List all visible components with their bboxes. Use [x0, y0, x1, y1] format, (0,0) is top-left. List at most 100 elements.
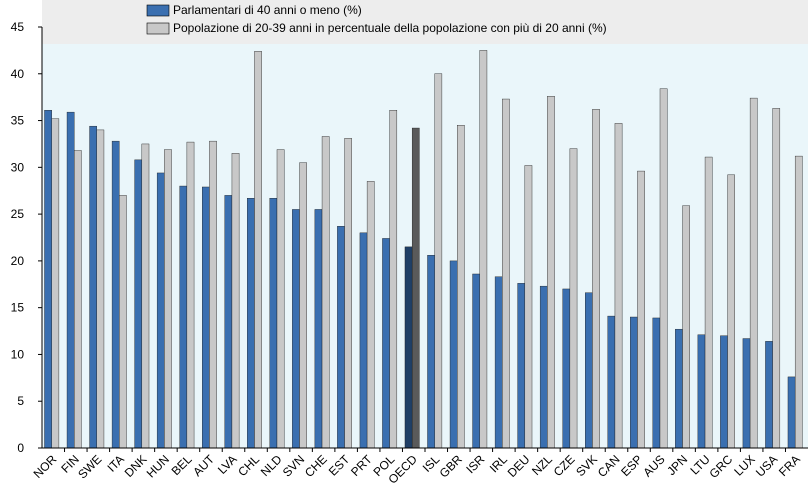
- bar-fra-series-1: [787, 376, 796, 449]
- x-tick-label: CAN: [595, 452, 623, 480]
- x-tick-label: JPN: [664, 452, 690, 478]
- bar-grc-series-2: [727, 174, 735, 449]
- x-tick-label: NOR: [31, 452, 60, 481]
- x-tick-label: GRC: [707, 452, 736, 481]
- bar-aus-series-1: [652, 317, 661, 449]
- bar-isl-series-1: [427, 255, 435, 449]
- bar-nor-series-2: [51, 118, 60, 449]
- bar-fin-series-2: [74, 150, 82, 449]
- bar-svk-series-1: [585, 292, 593, 449]
- y-tick-label: 5: [17, 394, 24, 408]
- bar-jpn-series-2: [682, 205, 690, 449]
- x-tick-label: LVA: [215, 452, 240, 477]
- bar-grc-series-1: [720, 335, 728, 449]
- bar-hun-series-2: [164, 149, 172, 449]
- bar-can-series-1: [607, 315, 616, 449]
- bar-bel-series-2: [186, 141, 195, 449]
- bar-oecd-series-2: [411, 127, 420, 449]
- bar-svn-series-2: [299, 162, 307, 449]
- legend-swatch-series-1: [146, 4, 170, 17]
- y-axis: 0 5 10 15 20 25 30 35 40 45: [11, 20, 43, 455]
- x-tick-label: ESP: [618, 452, 645, 479]
- legend-band: [42, 0, 808, 44]
- x-tick-label: CHL: [235, 452, 262, 479]
- bar-lux-series-2: [749, 97, 758, 449]
- bar-nor-series-1: [44, 110, 52, 449]
- bar-gbr-series-1: [449, 260, 458, 449]
- bar-swe-series-2: [96, 129, 105, 449]
- bar-lva-series-1: [224, 195, 233, 449]
- x-tick-label: PRT: [348, 452, 375, 479]
- bar-esp-series-2: [637, 170, 645, 449]
- bar-irl-series-1: [494, 276, 503, 449]
- bar-isl-series-2: [434, 73, 443, 449]
- legend-swatch-series-2: [146, 22, 170, 35]
- x-tick-label: EST: [326, 452, 353, 479]
- bar-pol-series-2: [389, 110, 398, 449]
- y-tick-label: 45: [11, 20, 25, 34]
- x-tick-label: NLD: [258, 452, 285, 479]
- x-tick-label: GBR: [437, 452, 466, 481]
- bar-prt-series-1: [359, 232, 368, 449]
- bar-dnk-series-1: [134, 159, 143, 449]
- bar-nld-series-1: [269, 198, 278, 449]
- x-tick-label: SVK: [573, 452, 600, 479]
- x-tick-label: AUT: [190, 452, 217, 479]
- x-tick-label: DEU: [505, 452, 533, 480]
- legend: Parlamentari di 40 anni o meno (%) Popol…: [146, 3, 607, 35]
- x-tick-label: FRA: [776, 452, 803, 479]
- bar-svn-series-1: [292, 209, 300, 449]
- bar-pol-series-1: [382, 238, 390, 449]
- y-tick-label: 30: [11, 160, 25, 174]
- bar-nld-series-2: [276, 149, 285, 449]
- bar-fra-series-2: [794, 155, 803, 449]
- bar-chl-series-2: [254, 51, 262, 449]
- y-tick-label: 15: [11, 301, 25, 315]
- bar-che-series-1: [314, 209, 323, 449]
- bar-usa-series-2: [772, 108, 781, 449]
- bar-est-series-2: [344, 138, 352, 449]
- plot-background: [42, 27, 808, 448]
- bar-che-series-2: [321, 136, 330, 449]
- bar-usa-series-1: [765, 341, 773, 449]
- y-tick-label: 0: [17, 441, 24, 455]
- bar-deu-series-2: [524, 165, 533, 449]
- x-tick-label: SVN: [280, 452, 307, 479]
- x-tick-label: BEL: [169, 452, 195, 478]
- bar-fin-series-1: [66, 111, 75, 449]
- x-tick-label: CZE: [551, 452, 578, 479]
- y-tick-label: 20: [11, 254, 25, 268]
- bar-gbr-series-2: [457, 125, 465, 449]
- bar-cze-series-2: [569, 148, 578, 449]
- bar-can-series-2: [614, 123, 623, 449]
- bar-hun-series-1: [156, 172, 165, 449]
- bar-esp-series-1: [630, 316, 638, 449]
- y-tick-label: 35: [11, 114, 25, 128]
- bar-aus-series-2: [659, 88, 668, 449]
- x-tick-label: SWE: [75, 452, 104, 481]
- legend-label-series-2: Popolazione di 20-39 anni in percentuale…: [173, 21, 607, 35]
- bar-ita-series-2: [119, 195, 127, 449]
- bar-swe-series-1: [89, 125, 97, 449]
- bars: [44, 50, 803, 449]
- bar-cze-series-1: [562, 288, 571, 449]
- bar-est-series-1: [337, 226, 345, 449]
- bar-deu-series-1: [517, 283, 526, 449]
- x-tick-label: ISR: [463, 452, 487, 476]
- bar-ita-series-1: [111, 140, 120, 449]
- bar-isr-series-1: [472, 273, 480, 449]
- x-tick-label: USA: [753, 452, 780, 479]
- y-tick-label: 10: [11, 347, 25, 361]
- x-tick-label: LUX: [731, 452, 757, 478]
- bar-ltu-series-2: [704, 156, 713, 449]
- y-tick-label: 40: [11, 67, 25, 81]
- bar-aut-series-2: [209, 140, 217, 449]
- bar-isr-series-2: [479, 50, 488, 449]
- bar-nzl-series-1: [539, 285, 548, 449]
- bar-lva-series-2: [231, 153, 240, 449]
- bar-aut-series-1: [202, 186, 210, 449]
- bar-bel-series-1: [179, 185, 188, 449]
- bar-lux-series-1: [742, 338, 751, 449]
